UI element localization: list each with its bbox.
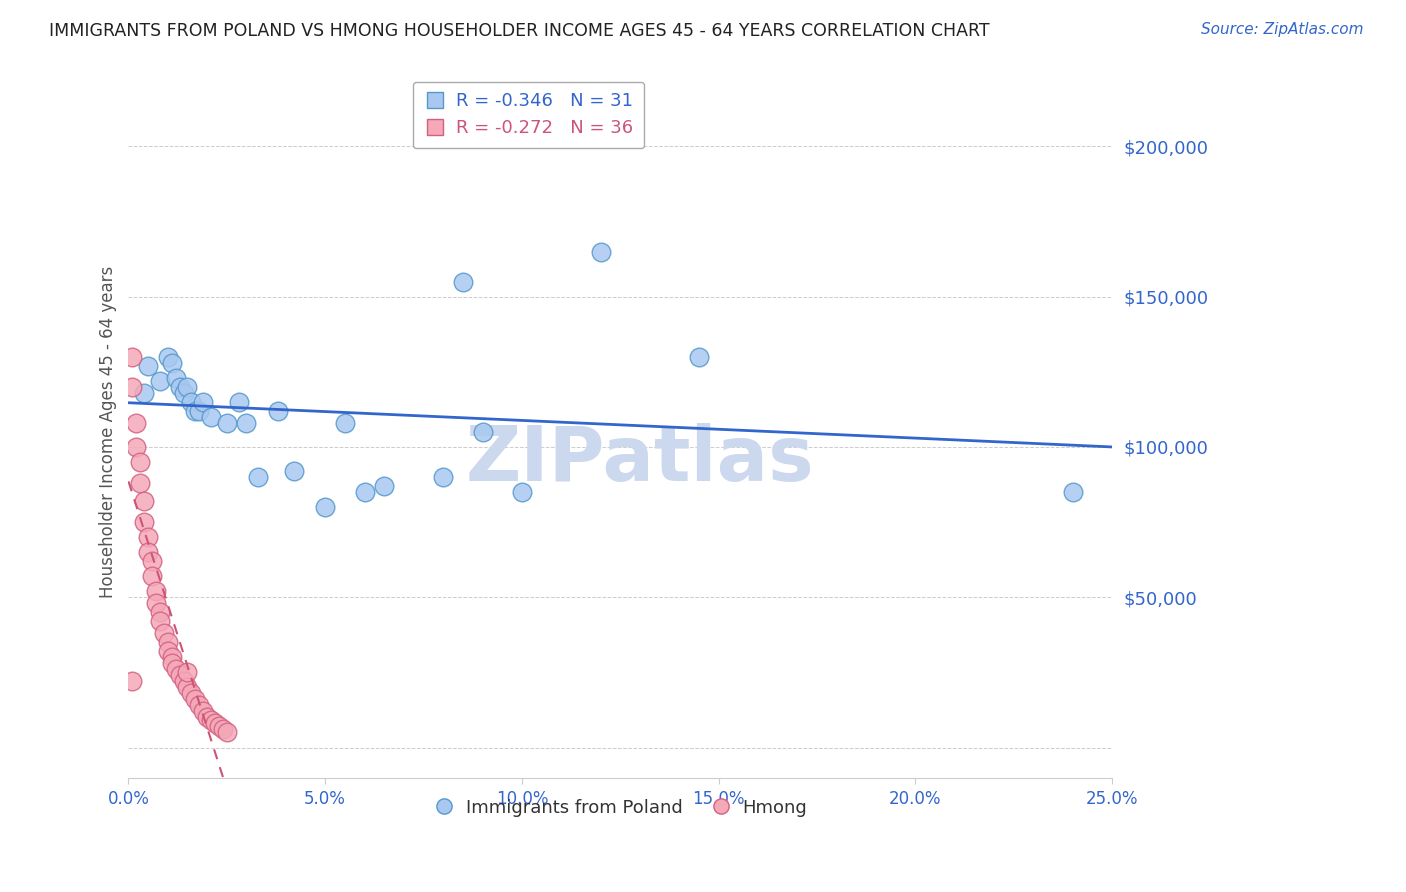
- Point: [451, 275, 474, 289]
- Point: [149, 605, 172, 619]
- Point: [149, 615, 172, 629]
- Point: [165, 371, 187, 385]
- Point: [173, 674, 195, 689]
- Point: [136, 545, 159, 559]
- Point: [204, 716, 226, 731]
- Point: [314, 500, 336, 514]
- Point: [136, 359, 159, 373]
- Point: [193, 705, 215, 719]
- Point: [193, 395, 215, 409]
- Point: [373, 479, 395, 493]
- Point: [353, 485, 375, 500]
- Point: [160, 657, 183, 671]
- Point: [149, 374, 172, 388]
- Point: [180, 395, 202, 409]
- Point: [688, 350, 710, 364]
- Point: [195, 710, 218, 724]
- Point: [129, 455, 152, 469]
- Point: [471, 425, 494, 439]
- Point: [215, 725, 238, 739]
- Point: [212, 723, 235, 737]
- Point: [169, 668, 191, 682]
- Point: [247, 470, 270, 484]
- Point: [180, 686, 202, 700]
- Point: [184, 692, 207, 706]
- Point: [267, 404, 290, 418]
- Point: [215, 416, 238, 430]
- Point: [160, 356, 183, 370]
- Point: [283, 464, 305, 478]
- Point: [169, 380, 191, 394]
- Point: [1062, 485, 1084, 500]
- Point: [121, 674, 143, 689]
- Point: [160, 650, 183, 665]
- Point: [200, 409, 222, 424]
- Point: [208, 719, 231, 733]
- Point: [134, 515, 156, 529]
- Point: [125, 440, 148, 454]
- Point: [145, 596, 167, 610]
- Point: [176, 380, 198, 394]
- Text: ZIPatlas: ZIPatlas: [465, 423, 814, 497]
- Point: [184, 404, 207, 418]
- Point: [125, 416, 148, 430]
- Point: [153, 626, 176, 640]
- Point: [176, 665, 198, 680]
- Point: [156, 350, 179, 364]
- Point: [134, 385, 156, 400]
- Point: [136, 530, 159, 544]
- Legend: Immigrants from Poland, Hmong: Immigrants from Poland, Hmong: [426, 791, 814, 824]
- Point: [121, 350, 143, 364]
- Text: Source: ZipAtlas.com: Source: ZipAtlas.com: [1201, 22, 1364, 37]
- Point: [510, 485, 533, 500]
- Y-axis label: Householder Income Ages 45 - 64 years: Householder Income Ages 45 - 64 years: [100, 266, 117, 598]
- Point: [432, 470, 454, 484]
- Point: [141, 554, 163, 568]
- Point: [188, 404, 211, 418]
- Point: [235, 416, 257, 430]
- Point: [333, 416, 356, 430]
- Text: IMMIGRANTS FROM POLAND VS HMONG HOUSEHOLDER INCOME AGES 45 - 64 YEARS CORRELATIO: IMMIGRANTS FROM POLAND VS HMONG HOUSEHOL…: [49, 22, 990, 40]
- Point: [156, 635, 179, 649]
- Point: [228, 395, 250, 409]
- Point: [589, 244, 612, 259]
- Point: [188, 698, 211, 713]
- Point: [200, 714, 222, 728]
- Point: [156, 644, 179, 658]
- Point: [134, 494, 156, 508]
- Point: [173, 385, 195, 400]
- Point: [145, 584, 167, 599]
- Point: [121, 380, 143, 394]
- Point: [176, 681, 198, 695]
- Point: [129, 476, 152, 491]
- Point: [165, 662, 187, 676]
- Point: [141, 569, 163, 583]
